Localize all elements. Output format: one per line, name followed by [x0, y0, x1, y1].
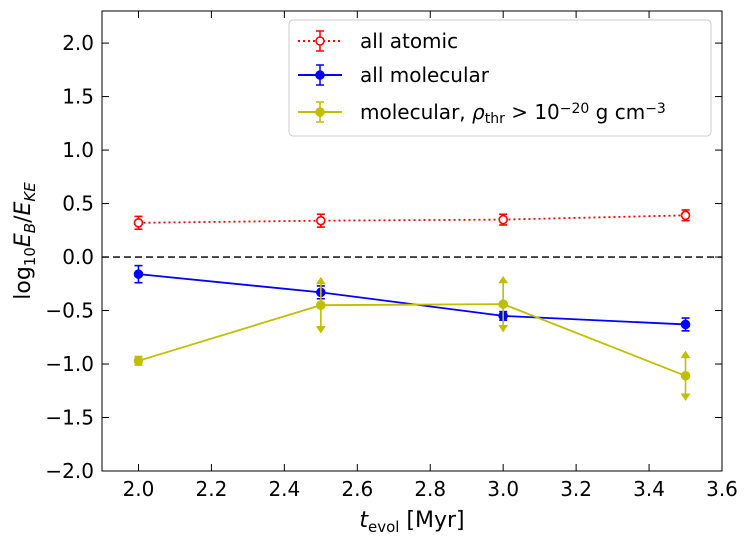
series-1 — [133, 264, 691, 332]
x-label-unit: [Myr] — [399, 508, 464, 533]
legend-label-threshold: molecular, ρthr > 10−20 g cm−3 — [360, 100, 666, 127]
y-tick-label: −1.5 — [45, 406, 94, 430]
data-point — [498, 299, 508, 309]
x-tick-label: 2.8 — [414, 477, 446, 501]
y-tick-label: −0.5 — [45, 299, 94, 323]
y-tick-label: 1.5 — [62, 85, 94, 109]
legend-threshold-rho: ρ — [472, 100, 485, 124]
y-tick-label: 0.0 — [62, 245, 94, 269]
legend-marker-threshold — [315, 107, 325, 117]
x-tick-label: 2.6 — [341, 477, 373, 501]
legend: all atomic all molecular molecular, ρthr… — [288, 19, 712, 137]
legend-label-atomic: all atomic — [360, 29, 458, 53]
y-tick-label: 2.0 — [62, 31, 94, 55]
y-label-den: E — [11, 201, 36, 215]
y-label-prefix: log — [11, 266, 36, 300]
data-point — [680, 210, 691, 221]
series-2 — [133, 275, 691, 401]
y-label-slash: / — [11, 215, 36, 223]
legend-marker-atomic — [315, 36, 325, 46]
data-point — [680, 319, 691, 330]
series-layer — [133, 209, 691, 401]
legend-threshold-unit-exp: −3 — [645, 101, 666, 117]
limit-arrowhead — [498, 325, 509, 333]
limit-arrowhead — [680, 350, 691, 359]
legend-threshold-unit: g cm — [589, 100, 645, 124]
data-point — [680, 370, 691, 381]
legend-entry-molecular-threshold: molecular, ρthr > 10−20 g cm−3 — [298, 100, 666, 127]
series-line — [138, 273, 686, 326]
x-tick-label: 3.4 — [633, 477, 665, 501]
y-label-num: E — [11, 233, 36, 247]
data-point — [316, 300, 326, 310]
data-point — [133, 356, 144, 366]
data-point — [498, 214, 508, 225]
x-tick-label: 2.2 — [196, 477, 228, 501]
x-tick-label: 3.0 — [487, 477, 519, 501]
legend-threshold-rho-sub: thr — [485, 111, 505, 127]
series-line — [138, 303, 686, 377]
legend-threshold-mid: > 10 — [505, 100, 560, 124]
x-tick-label: 3.2 — [560, 477, 592, 501]
plot-frame — [101, 10, 723, 472]
x-label-sub: evol — [368, 518, 399, 536]
legend-box — [288, 19, 712, 137]
data-point — [316, 215, 326, 226]
y-label-base: 10 — [21, 247, 39, 266]
x-tick-label: 2.4 — [268, 477, 300, 501]
y-tick-label: −2.0 — [45, 459, 94, 483]
y-axis-label: log10EB/EKE — [11, 182, 39, 300]
x-axis-label: tevol [Myr] — [359, 508, 464, 536]
legend-threshold-exp: −20 — [560, 101, 590, 117]
y-label-num-sub: B — [21, 223, 39, 233]
limit-arrowhead — [315, 326, 326, 334]
legend-label-molecular: all molecular — [360, 63, 490, 87]
limit-arrowhead — [315, 276, 326, 285]
legend-entry-atomic: all atomic — [298, 29, 458, 53]
data-point — [133, 269, 144, 279]
series-0 — [133, 209, 691, 231]
legend-entry-molecular: all molecular — [298, 63, 490, 87]
y-label-den-sub: KE — [21, 182, 39, 202]
ticks-layer: 2.0 2.2 2.4 2.6 2.8 3.0 3.2 3.4 3.6 −2.0 −1.5 −1.0 −… — [45, 11, 738, 501]
y-tick-label: 1.0 — [62, 138, 94, 162]
data-point — [133, 218, 144, 228]
x-tick-label: 2.0 — [123, 477, 155, 501]
legend-marker-molecular — [315, 70, 325, 80]
limit-arrowhead — [498, 275, 509, 284]
limit-arrowhead — [680, 393, 691, 401]
y-tick-label: 0.5 — [62, 192, 94, 216]
x-tick-label: 3.6 — [706, 477, 738, 501]
legend-threshold-prefix: molecular, — [360, 100, 472, 124]
series-line — [138, 214, 686, 224]
x-label-main: t — [359, 508, 369, 533]
y-tick-label: −1.0 — [45, 352, 94, 376]
